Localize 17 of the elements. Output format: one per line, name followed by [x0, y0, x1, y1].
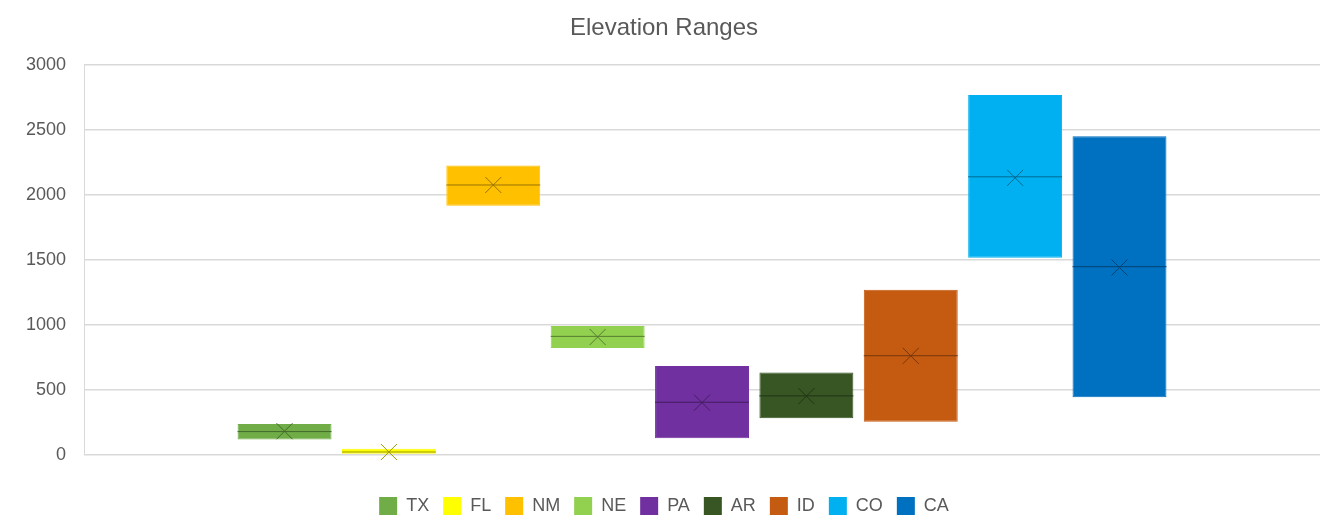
legend-label: ID [796, 494, 815, 515]
y-tick-label: 1500 [26, 248, 67, 269]
y-tick-label: 3000 [26, 53, 67, 74]
y-tick-label: 1000 [26, 313, 67, 334]
y-tick-label: 2000 [26, 183, 67, 204]
y-tick-label: 0 [56, 443, 67, 464]
legend-label: NE [601, 494, 627, 515]
legend-label: TX [406, 494, 430, 515]
chart-title: Elevation Ranges [569, 13, 759, 41]
y-tick-label: 2500 [26, 118, 67, 139]
legend-label: PA [667, 494, 690, 515]
legend-label: AR [730, 494, 756, 515]
legend-label: CA [923, 494, 949, 515]
y-tick-label: 500 [36, 378, 67, 399]
legend-label: FL [470, 494, 492, 515]
legend-label: CO [855, 494, 883, 515]
legend-label: NM [532, 494, 561, 515]
